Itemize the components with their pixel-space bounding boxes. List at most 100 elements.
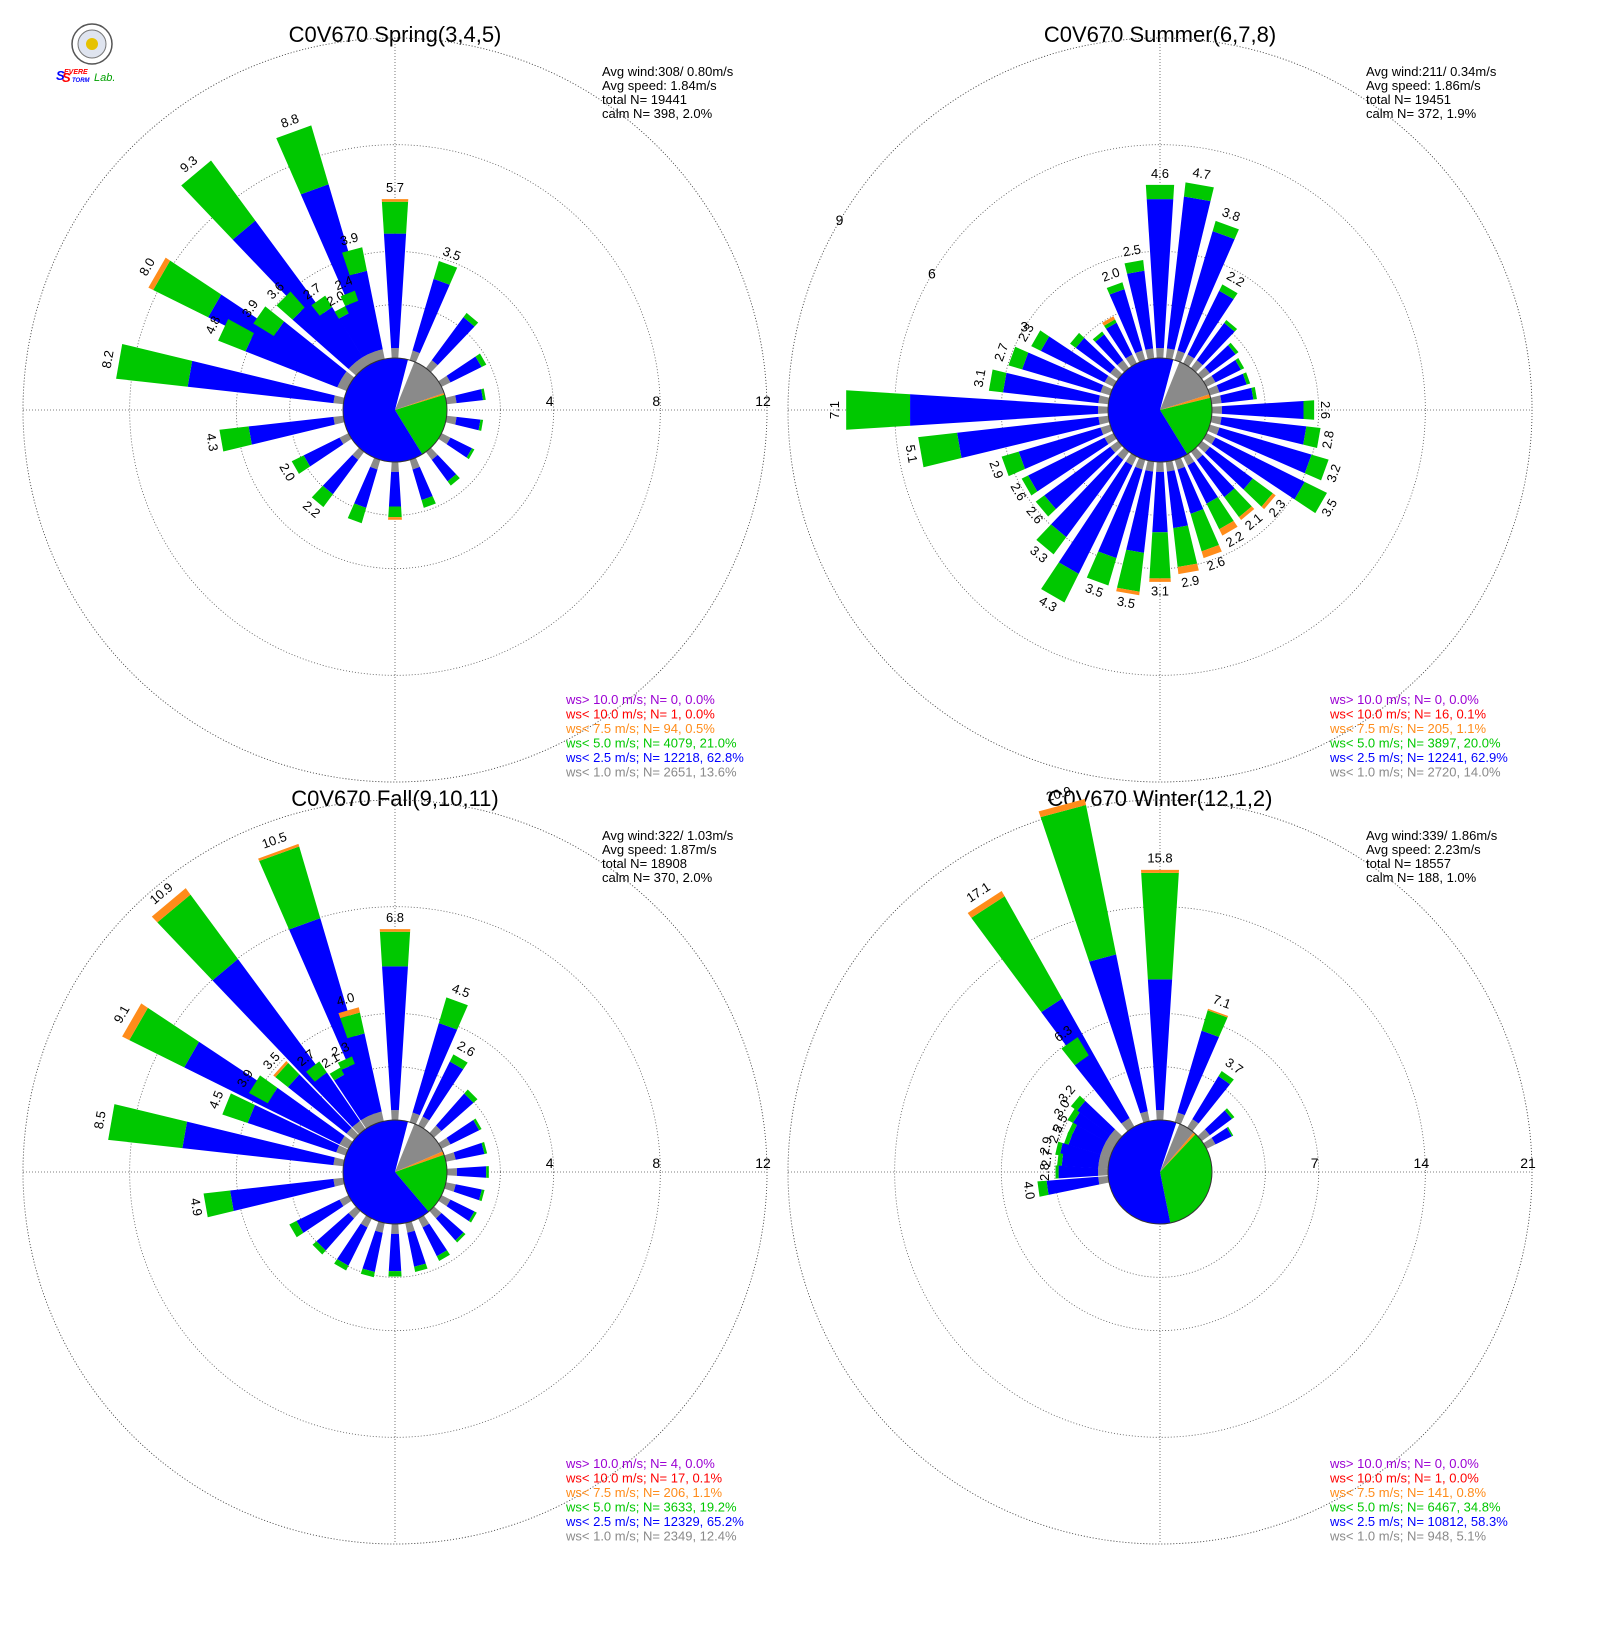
bar-segment-lt1 [409, 457, 420, 470]
wind-bar: 3.9 [234, 1067, 353, 1148]
calm-pie-outline [342, 357, 448, 463]
bar-segment-lt25 [267, 1087, 345, 1143]
bar-segment-lt25 [388, 1233, 402, 1272]
bar-segment-lt1 [405, 1221, 415, 1233]
bar-segment-lt25 [1152, 471, 1168, 533]
legend-entry: ws> 10.0 m/s; N= 0, 0.0% [1329, 1456, 1479, 1471]
bar-segment-lt5 [347, 503, 367, 524]
bar-segment-lt1 [445, 415, 457, 425]
wind-bar [1190, 320, 1238, 373]
wind-bar [409, 457, 436, 508]
bar-segment-lt5 [275, 1062, 300, 1088]
bar-value-label: 2.6 [455, 1038, 478, 1060]
bar-segment-lt5 [1235, 357, 1245, 370]
ring-label: 12 [755, 393, 771, 409]
bar-value-label: 3.7 [1223, 1055, 1246, 1078]
bar-segment-lt5 [1124, 260, 1145, 274]
wind-bar [360, 1221, 385, 1278]
wind-bar: 3.3 [1027, 447, 1130, 566]
bar-segment-lt25 [273, 321, 347, 378]
wind-bar: 5.7 [381, 180, 409, 359]
stats-line: Avg wind:211/ 0.34m/s [1366, 64, 1497, 79]
bar-segment-lt1 [370, 457, 381, 470]
bar-segment-lt25 [349, 270, 383, 352]
bar-segment-lt25 [1187, 461, 1218, 504]
bar-segment-lt5 [468, 1211, 477, 1223]
legend-entry: ws< 7.5 m/s; N= 205, 1.1% [1329, 721, 1487, 736]
bar-value-label: 2.7 [991, 341, 1011, 363]
wind-bar: 5.1 [903, 415, 1110, 468]
wind-bar: 4.3 [203, 415, 345, 452]
bar-value-label: 8.0 [136, 255, 158, 278]
bar-segment-lt25 [1220, 416, 1307, 445]
ring-label: 8 [652, 393, 660, 409]
bar-segment-lt5 [846, 390, 911, 430]
bar-segment-lt5 [1218, 1070, 1234, 1085]
bar-segment-lt5 [1070, 1095, 1086, 1111]
bar-segment-lt25 [1089, 954, 1148, 1114]
stats-line: calm N= 372, 1.9% [1366, 106, 1477, 121]
wind-bar: 3.5 [260, 1049, 359, 1140]
wind-bar: 4.9 [188, 1177, 345, 1218]
bar-segment-lt5 [1201, 1010, 1228, 1037]
bar-segment-lt1 [391, 1110, 399, 1121]
wind-bar: 2.9 [986, 424, 1113, 481]
wind-bar [289, 1195, 352, 1238]
bar-segment-lt25 [412, 1022, 458, 1116]
svg-text:TORM: TORM [72, 78, 91, 84]
bar-segment-lt1 [352, 447, 365, 460]
bar-segment-lt1 [438, 375, 451, 387]
bar-segment-lt25 [422, 1061, 464, 1121]
wind-bar: 6.8 [379, 910, 411, 1121]
bar-segment-lt25 [296, 1199, 344, 1233]
grid-ring [894, 144, 1426, 676]
bar-segment-lt1 [336, 1145, 349, 1156]
bar-segment-lt25 [383, 233, 407, 349]
bar-segment-lt25 [1028, 437, 1109, 492]
bar-segment-lt1 [418, 1116, 430, 1129]
bar-segment-lt75 [1261, 493, 1276, 510]
bar-segment-lt1 [1183, 453, 1195, 466]
bar-segment-lt25 [446, 437, 473, 458]
stats-line: Avg speed: 1.84m/s [602, 78, 717, 93]
bar-segment-lt5 [1224, 320, 1238, 332]
bar-segment-lt1 [391, 461, 399, 472]
bar-segment-lt1 [1174, 1112, 1185, 1125]
wind-bar: 3.9 [339, 229, 385, 361]
bar-value-label: 8.2 [99, 349, 117, 369]
bar-segment-lt25 [1018, 427, 1104, 469]
bar-segment-lt25 [455, 389, 484, 404]
ring-label: 7 [1311, 1155, 1319, 1171]
windrose-panel: C0V670 Winter(12,1,2)7 14 2117.120.915.87.… [787, 783, 1536, 1545]
stats-line: total N= 18908 [602, 856, 687, 871]
bar-segment-lt75 [1219, 520, 1238, 536]
bar-segment-lt5 [1041, 562, 1079, 603]
bar-segment-lt25 [1211, 359, 1242, 383]
calm-pie-slice-lt75 [395, 393, 445, 410]
bar-segment-lt25 [322, 454, 359, 495]
bar-value-label: 2.5 [1122, 242, 1142, 260]
wind-bar: 4.5 [409, 980, 472, 1125]
ring-label: 12 [755, 1155, 771, 1171]
ring-label: 4 [546, 393, 554, 409]
bar-segment-lt25 [1074, 1055, 1128, 1124]
wind-bar: 3.2 [1207, 424, 1344, 484]
bar-segment-lt1 [1174, 350, 1185, 363]
chart-title: C0V670 Summer(6,7,8) [1044, 22, 1276, 47]
bar-value-label: 2.7 [1038, 1148, 1055, 1168]
bar-segment-lt5 [414, 1263, 428, 1272]
bar-segment-lt1 [1098, 1175, 1110, 1185]
calm-pie-slice-lt75 [1160, 1132, 1196, 1172]
bar-segment-lt25 [1109, 289, 1143, 354]
bar-segment-lt1 [1197, 1129, 1210, 1142]
bar-segment-lt5 [340, 1012, 365, 1039]
bar-segment-lt5 [1226, 1126, 1234, 1137]
bar-value-label: 2.3 [329, 1039, 352, 1060]
wind-bar: 2.7 [1038, 1148, 1109, 1169]
wind-bar: 15.8 [1140, 851, 1180, 1121]
bar-segment-lt1 [1165, 460, 1175, 472]
bar-segment-lt1 [425, 360, 438, 373]
wind-bar [1197, 1108, 1235, 1142]
bar-segment-lt1 [1156, 461, 1164, 472]
bar-segment-lt5 [311, 295, 333, 316]
